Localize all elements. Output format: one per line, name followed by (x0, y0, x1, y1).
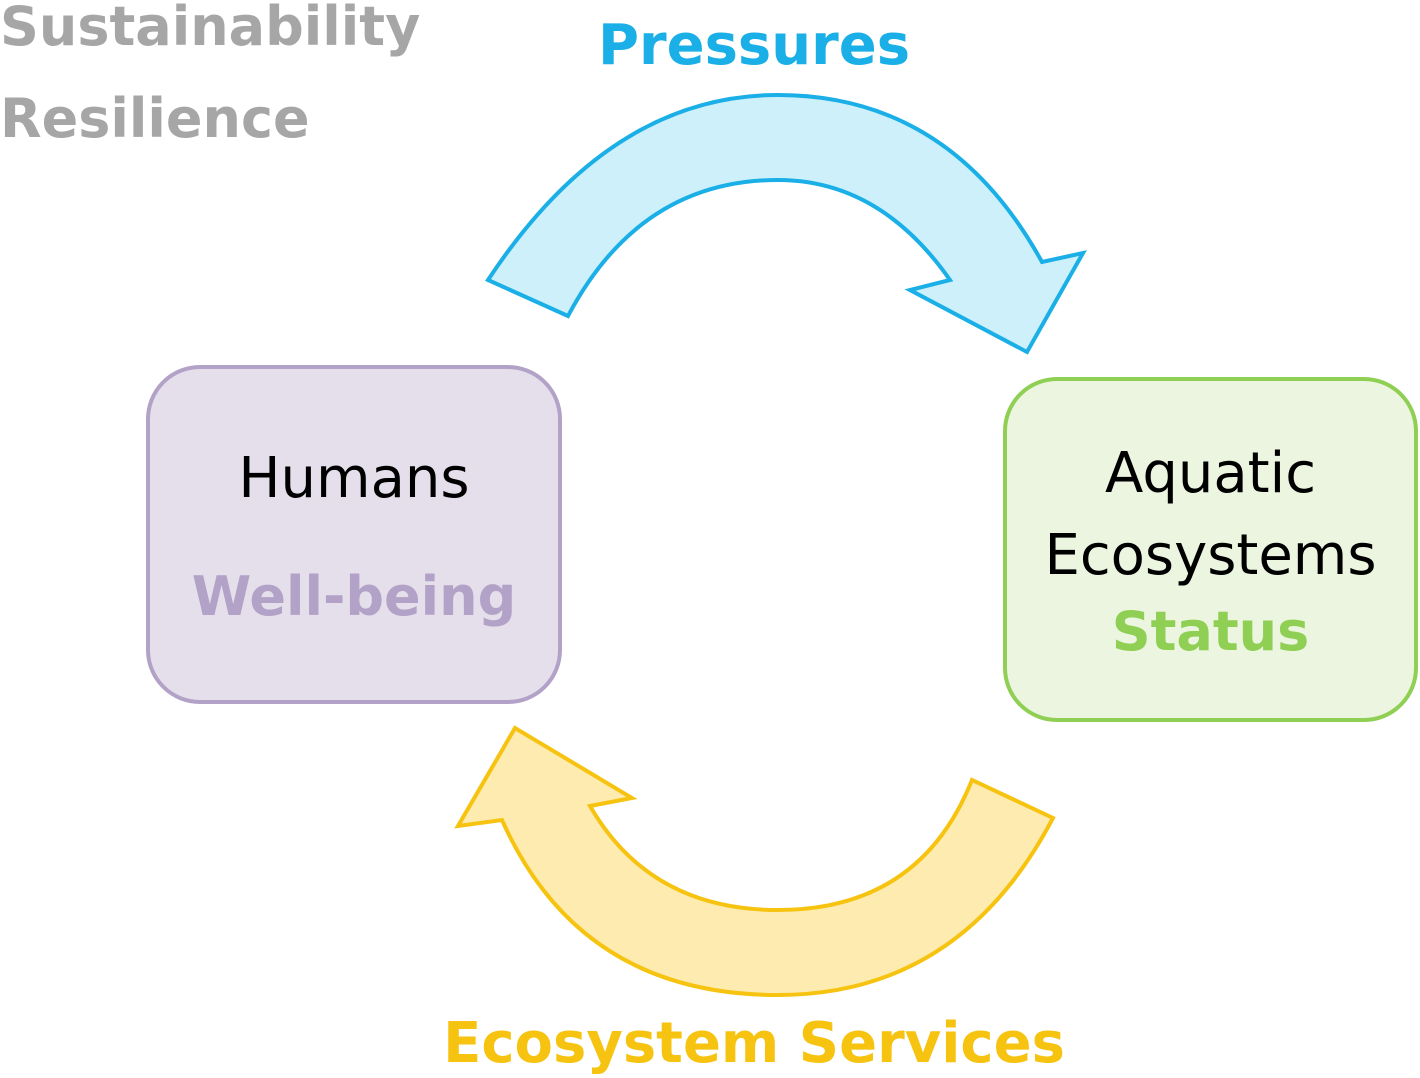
status-label: Status (1111, 599, 1310, 663)
sustainability-label: Sustainability (0, 0, 421, 58)
ecosystem-services-label: Ecosystem Services (443, 1011, 1065, 1076)
aquatic-ecosystems-node: Aquatic Ecosystems Status (1003, 377, 1418, 722)
resilience-label: Resilience (0, 87, 310, 150)
humans-node: Humans Well-being (146, 365, 562, 704)
well-being-label: Well-being (191, 564, 517, 628)
humans-title: Humans (238, 445, 470, 511)
services-arrow (454, 725, 1056, 998)
pressures-label: Pressures (597, 13, 911, 78)
pressures-arrow (485, 92, 1087, 355)
aquatic-ecosystems-title: Aquatic Ecosystems (1044, 440, 1377, 588)
